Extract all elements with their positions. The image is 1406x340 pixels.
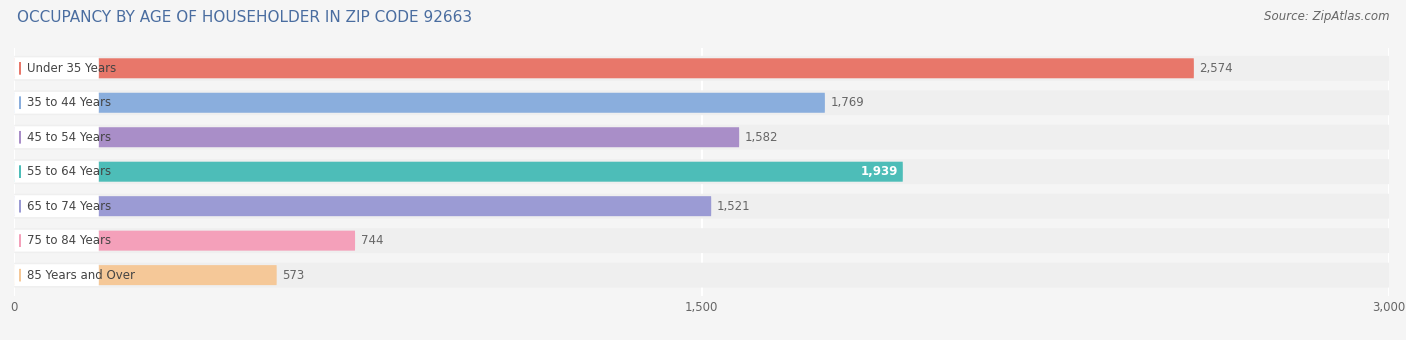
Text: 2,574: 2,574 [1199,62,1233,75]
FancyBboxPatch shape [14,196,711,216]
FancyBboxPatch shape [14,92,98,114]
FancyBboxPatch shape [14,162,903,182]
FancyBboxPatch shape [14,263,1389,288]
Text: Under 35 Years: Under 35 Years [27,62,117,75]
FancyBboxPatch shape [14,159,1389,184]
FancyBboxPatch shape [14,194,1389,219]
Text: 65 to 74 Years: 65 to 74 Years [27,200,111,213]
Text: 744: 744 [360,234,382,247]
FancyBboxPatch shape [14,265,277,285]
Text: 85 Years and Over: 85 Years and Over [27,269,135,282]
FancyBboxPatch shape [14,126,98,148]
FancyBboxPatch shape [14,264,98,286]
Text: 573: 573 [283,269,305,282]
Text: 1,939: 1,939 [860,165,898,178]
FancyBboxPatch shape [14,127,740,147]
FancyBboxPatch shape [14,195,98,217]
FancyBboxPatch shape [14,231,356,251]
FancyBboxPatch shape [14,90,1389,115]
Text: 45 to 54 Years: 45 to 54 Years [27,131,111,144]
FancyBboxPatch shape [14,125,1389,150]
Text: OCCUPANCY BY AGE OF HOUSEHOLDER IN ZIP CODE 92663: OCCUPANCY BY AGE OF HOUSEHOLDER IN ZIP C… [17,10,472,25]
FancyBboxPatch shape [14,93,825,113]
FancyBboxPatch shape [14,230,98,252]
FancyBboxPatch shape [14,57,98,79]
Text: 1,769: 1,769 [831,96,865,109]
FancyBboxPatch shape [14,56,1389,81]
FancyBboxPatch shape [14,228,1389,253]
Text: 1,582: 1,582 [745,131,778,144]
Text: Source: ZipAtlas.com: Source: ZipAtlas.com [1264,10,1389,23]
FancyBboxPatch shape [14,161,98,183]
Text: 1,521: 1,521 [717,200,751,213]
Text: 35 to 44 Years: 35 to 44 Years [27,96,111,109]
FancyBboxPatch shape [14,58,1194,78]
Text: 75 to 84 Years: 75 to 84 Years [27,234,111,247]
Text: 55 to 64 Years: 55 to 64 Years [27,165,111,178]
